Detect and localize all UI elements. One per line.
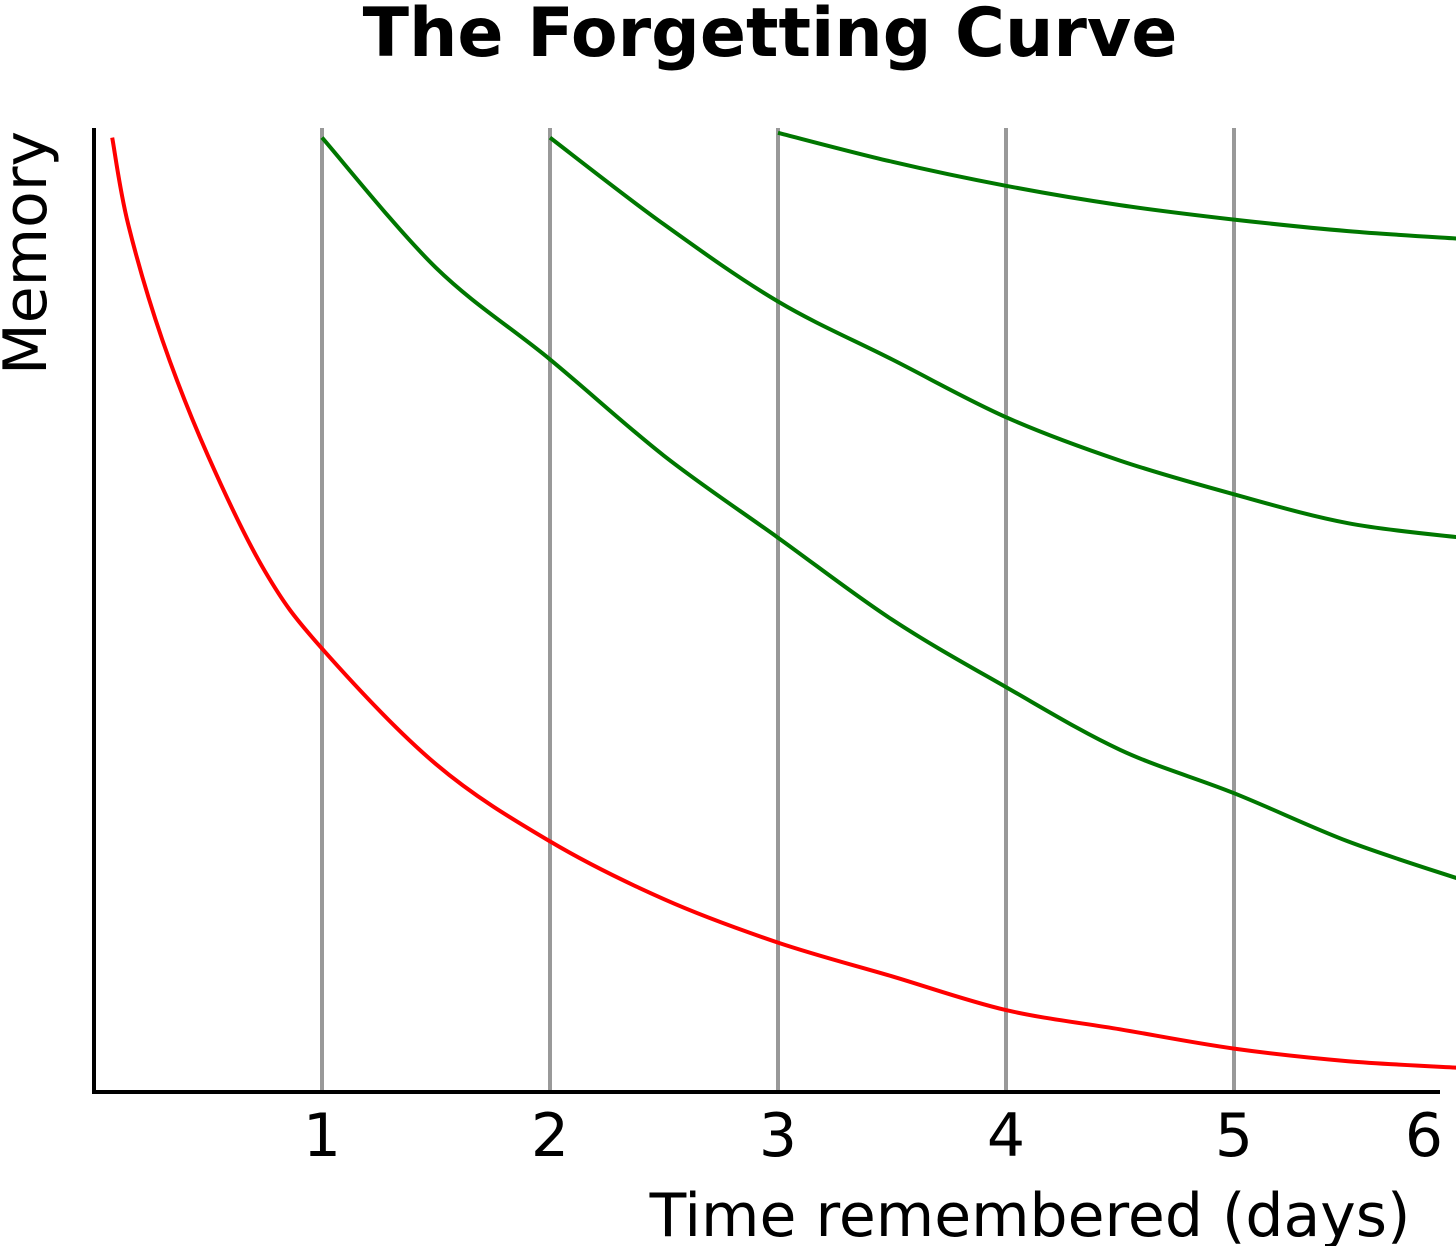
x-tick-label-1: 1 [303,1101,341,1171]
series-lines [110,130,1456,1070]
x-axis-label: Time remembered (days) [649,1181,1411,1246]
review-curve-line-3 [777,130,1456,241]
x-tick-label-3: 3 [759,1101,797,1171]
axes [92,128,1440,1094]
forgetting-curve-line [110,137,1456,1070]
x-tick-label-5: 5 [1215,1101,1253,1171]
chart-title: The Forgetting Curve [363,0,1178,73]
x-tick-label-4: 4 [987,1101,1025,1171]
gridlines [320,128,1236,1092]
review-curve-line-1 [320,136,1456,881]
y-axis-label: Memory [0,131,61,375]
x-tick-labels: 1 2 3 4 5 6 [303,1101,1443,1171]
x-tick-label-2: 2 [531,1101,569,1171]
review-curve-line-2 [548,136,1456,540]
x-tick-label-6: 6 [1405,1101,1443,1171]
